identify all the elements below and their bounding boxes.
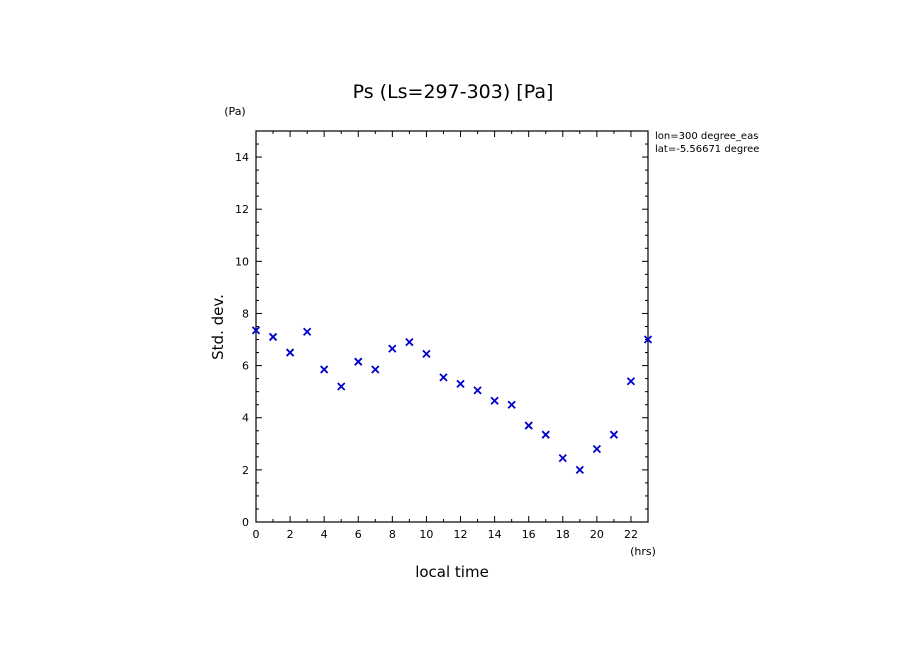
marker-stroke (268, 332, 278, 342)
x-tick-label: 2 (287, 528, 294, 541)
data-point (626, 377, 636, 386)
data-point (320, 365, 329, 374)
data-point (371, 365, 380, 374)
y-tick-label: 6 (242, 360, 249, 373)
marker-stroke (558, 454, 567, 463)
data-point (473, 386, 482, 395)
x-tick-label: 22 (624, 528, 638, 541)
data-point (405, 338, 414, 347)
plot-frame (255, 130, 649, 523)
x-unit-label: (hrs) (630, 545, 656, 558)
data-points (251, 326, 653, 475)
marker-stroke (592, 444, 602, 454)
x-tick-label: 8 (389, 528, 396, 541)
y-tick-label: 10 (235, 255, 249, 268)
x-tick-label: 0 (253, 528, 260, 541)
marker-stroke (422, 349, 431, 359)
data-point (575, 465, 584, 475)
data-point (490, 396, 499, 405)
marker-stroke (337, 382, 346, 391)
y-tick-label: 0 (242, 516, 249, 529)
marker-stroke (473, 386, 482, 395)
x-tick-label: 20 (590, 528, 604, 541)
x-axis-label: local time (415, 563, 489, 581)
y-tick-label: 12 (235, 203, 249, 216)
x-tick-label: 12 (454, 528, 468, 541)
data-point (643, 335, 653, 344)
axes: 0 2 4 6 8 10 12 14 0 2 4 6 8 10 12 14 16 18 20 22 (235, 130, 649, 541)
x-tick-label: 6 (355, 528, 362, 541)
marker-stroke (302, 327, 312, 336)
data-point (558, 454, 567, 463)
data-point (524, 421, 533, 430)
marker-stroke (507, 400, 516, 409)
marker-stroke (541, 430, 550, 439)
data-point (268, 332, 278, 342)
marker-stroke (524, 421, 533, 430)
marker-stroke (285, 348, 295, 357)
marker-stroke (320, 365, 329, 374)
data-point (609, 430, 619, 439)
y-tick-label: 2 (242, 464, 249, 477)
marker-stroke (643, 335, 653, 344)
data-point (337, 382, 346, 391)
marker-stroke (251, 326, 261, 335)
data-point (592, 444, 602, 454)
y-tick-label: 14 (235, 151, 249, 164)
marker-stroke (405, 338, 414, 347)
x-tick-label: 16 (522, 528, 536, 541)
data-point (541, 430, 550, 439)
data-point (439, 373, 448, 382)
y-tick-label: 8 (242, 307, 249, 320)
y-unit-label: (Pa) (224, 105, 245, 118)
marker-stroke (609, 430, 619, 439)
data-point (422, 349, 431, 359)
data-point (251, 326, 261, 335)
data-point (456, 379, 465, 388)
annotation-lat: lat=-5.56671 degree (655, 144, 759, 155)
data-point (302, 327, 312, 336)
annotation-lon: lon=300 degree_eas (655, 131, 758, 142)
data-point (507, 400, 516, 409)
y-tick-label: 4 (242, 412, 249, 425)
marker-stroke (490, 396, 499, 405)
x-tick-label: 10 (419, 528, 433, 541)
marker-stroke (354, 357, 363, 366)
data-point (285, 348, 295, 357)
marker-stroke (439, 373, 448, 382)
data-point (354, 357, 363, 366)
y-axis-label: Std. dev. (209, 294, 227, 360)
data-point (388, 344, 397, 353)
marker-stroke (456, 379, 465, 388)
marker-stroke (575, 465, 584, 475)
chart-title: Ps (Ls=297-303) [Pa] (353, 81, 554, 103)
x-tick-label: 18 (556, 528, 570, 541)
marker-stroke (371, 365, 380, 374)
marker-stroke (626, 377, 636, 386)
x-tick-label: 14 (488, 528, 502, 541)
x-tick-label: 4 (321, 528, 328, 541)
marker-stroke (388, 344, 397, 353)
